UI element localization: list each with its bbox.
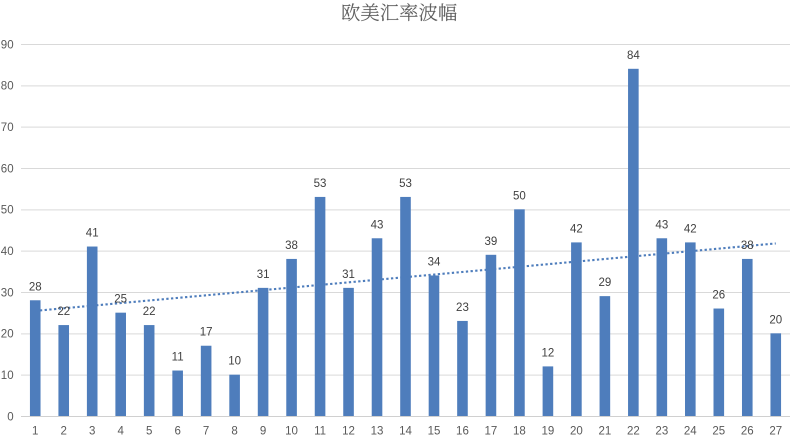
- svg-text:10: 10: [285, 425, 298, 437]
- svg-text:10: 10: [228, 356, 241, 368]
- svg-text:25: 25: [712, 425, 725, 437]
- svg-text:0: 0: [7, 411, 13, 423]
- svg-text:14: 14: [399, 425, 412, 437]
- svg-text:21: 21: [598, 425, 611, 437]
- svg-text:26: 26: [741, 425, 754, 437]
- svg-text:2: 2: [61, 425, 67, 437]
- svg-text:29: 29: [598, 277, 611, 289]
- svg-text:8: 8: [231, 425, 237, 437]
- svg-text:70: 70: [1, 122, 14, 134]
- svg-text:39: 39: [485, 236, 498, 248]
- svg-text:20: 20: [570, 425, 583, 437]
- svg-text:27: 27: [769, 425, 782, 437]
- svg-text:23: 23: [655, 425, 668, 437]
- svg-text:60: 60: [1, 163, 14, 175]
- svg-text:38: 38: [741, 240, 754, 252]
- svg-text:7: 7: [203, 425, 209, 437]
- svg-text:20: 20: [769, 314, 782, 326]
- svg-text:10: 10: [1, 370, 14, 382]
- svg-text:43: 43: [655, 219, 668, 231]
- svg-text:17: 17: [200, 327, 213, 339]
- svg-text:42: 42: [684, 223, 697, 235]
- svg-text:84: 84: [627, 50, 640, 62]
- svg-text:6: 6: [174, 425, 180, 437]
- svg-text:50: 50: [513, 190, 526, 202]
- svg-text:34: 34: [428, 256, 441, 268]
- svg-text:53: 53: [314, 178, 327, 190]
- svg-text:19: 19: [542, 425, 555, 437]
- svg-text:22: 22: [627, 425, 640, 437]
- svg-text:26: 26: [712, 290, 725, 302]
- svg-text:11: 11: [172, 352, 184, 364]
- svg-text:17: 17: [485, 425, 498, 437]
- svg-text:38: 38: [285, 240, 298, 252]
- svg-text:28: 28: [29, 281, 42, 293]
- svg-text:9: 9: [260, 425, 266, 437]
- svg-text:4: 4: [117, 425, 124, 437]
- svg-text:42: 42: [570, 223, 583, 235]
- svg-text:50: 50: [1, 205, 14, 217]
- svg-text:11: 11: [314, 425, 326, 437]
- svg-text:25: 25: [114, 294, 127, 306]
- svg-text:22: 22: [57, 306, 70, 318]
- svg-text:1: 1: [32, 425, 38, 437]
- svg-text:43: 43: [371, 219, 384, 231]
- svg-text:40: 40: [1, 246, 14, 258]
- svg-text:3: 3: [89, 425, 95, 437]
- svg-text:24: 24: [684, 425, 697, 437]
- svg-text:18: 18: [513, 425, 526, 437]
- svg-text:30: 30: [1, 287, 14, 299]
- svg-text:90: 90: [1, 39, 14, 51]
- svg-text:13: 13: [371, 425, 384, 437]
- svg-text:31: 31: [257, 269, 270, 281]
- svg-text:23: 23: [456, 302, 469, 314]
- svg-text:80: 80: [1, 81, 14, 93]
- svg-text:15: 15: [428, 425, 441, 437]
- svg-text:20: 20: [1, 329, 14, 341]
- svg-text:41: 41: [86, 228, 99, 240]
- svg-text:16: 16: [456, 425, 469, 437]
- svg-text:53: 53: [399, 178, 412, 190]
- svg-text:22: 22: [143, 306, 156, 318]
- svg-text:12: 12: [542, 347, 555, 359]
- svg-text:12: 12: [342, 425, 355, 437]
- svg-text:5: 5: [146, 425, 152, 437]
- svg-text:31: 31: [342, 269, 355, 281]
